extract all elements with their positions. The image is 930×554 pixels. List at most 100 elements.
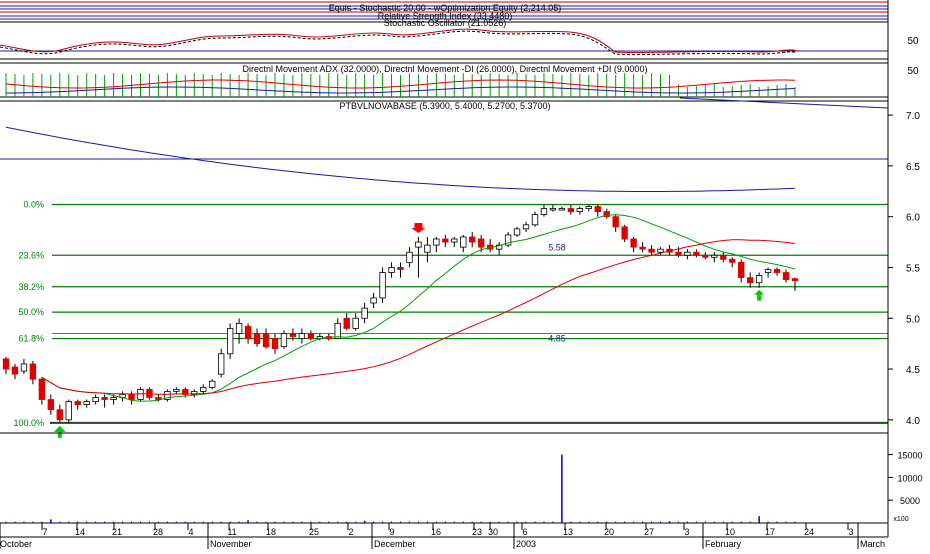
candle-body xyxy=(782,272,790,281)
candle-body xyxy=(442,238,449,243)
annotation-label: 4.85 xyxy=(548,333,566,343)
candle-body xyxy=(173,388,180,392)
x-tick-label: 2003 xyxy=(516,539,536,549)
candle-body xyxy=(2,358,10,370)
x-tick-label: 16 xyxy=(431,527,441,537)
candle-body xyxy=(38,378,46,400)
x-tick-label: 21 xyxy=(112,527,122,537)
candle-body xyxy=(200,386,207,392)
candle-body xyxy=(128,394,135,400)
buy-arrow-icon xyxy=(53,425,66,438)
candle-body xyxy=(56,409,63,421)
candle-body xyxy=(433,238,440,246)
candle-body xyxy=(424,244,431,253)
candle-body xyxy=(191,390,198,395)
candle-body xyxy=(684,251,691,256)
annotation-label: 5.58 xyxy=(548,242,566,252)
candle-body xyxy=(218,353,225,375)
candle-body xyxy=(540,208,548,216)
candle-body xyxy=(101,397,108,400)
price-tick-label: 7.0 xyxy=(906,111,920,122)
stochastic-label-2: Relative Strength Index (33.4480) xyxy=(378,11,513,21)
minus-di-line xyxy=(5,79,796,89)
volume-unit-label: x100 xyxy=(893,516,908,523)
candle-body xyxy=(612,216,619,228)
x-tick-label: October xyxy=(0,539,32,549)
candle-body xyxy=(504,234,512,246)
x-tick-label: March xyxy=(860,539,885,549)
candle-body xyxy=(307,333,315,339)
dmi-label: Directnl Movement ADX (32.0000), Directn… xyxy=(243,64,648,74)
price-tick-label: 5.5 xyxy=(906,263,920,274)
x-tick-label: 9 xyxy=(389,527,394,537)
x-tick-label: 25 xyxy=(309,527,319,537)
x-tick-label: 14 xyxy=(75,527,85,537)
candle-body xyxy=(746,277,754,284)
candle-body xyxy=(406,251,413,263)
candle-body xyxy=(379,272,386,299)
candle-body xyxy=(244,325,252,339)
candle-body xyxy=(549,208,557,211)
price-y-axis: 7.0 6.5 6.0 5.5 5.0 4.5 4.0 xyxy=(888,111,920,427)
moving-average-blue-line xyxy=(5,126,796,192)
x-tick-label: 7 xyxy=(42,527,47,537)
candle-body xyxy=(83,401,90,406)
x-tick-label: 23 xyxy=(472,527,482,537)
price-tick-label: 5.0 xyxy=(906,314,920,325)
x-tick-label: 17 xyxy=(765,527,775,537)
x-tick-label: February xyxy=(705,539,742,549)
candle-body xyxy=(773,269,781,273)
x-tick-label: 6 xyxy=(522,527,527,537)
fib-level-label: 23.6% xyxy=(18,250,44,260)
candle-body xyxy=(522,224,530,230)
candle-body xyxy=(639,246,646,250)
candle-body xyxy=(567,208,575,212)
candle-body xyxy=(280,333,288,348)
candle-body xyxy=(388,267,395,273)
candle-body xyxy=(469,236,476,243)
candle-body xyxy=(271,338,279,350)
candle-body xyxy=(65,401,72,421)
x-axis: October 7 14 21 28 4 November 11 18 25 2 December 9 1… xyxy=(0,523,885,549)
candle-body xyxy=(235,322,243,334)
dmi-panel: Directnl Movement ADX (32.0000), Directn… xyxy=(0,62,919,98)
candle-body xyxy=(11,366,19,375)
candle-body xyxy=(558,208,566,211)
candle-body xyxy=(352,317,359,329)
candle-body xyxy=(29,363,37,380)
fib-level-label: 0.0% xyxy=(23,199,44,209)
candle-body xyxy=(164,390,171,400)
stochastic-label-3: Stochastic Oscillator (21.0526) xyxy=(384,18,507,28)
x-tick-label: 18 xyxy=(266,527,276,537)
candle-body xyxy=(155,397,162,400)
x-tick-label: 2 xyxy=(348,527,353,537)
candle-body xyxy=(209,380,216,388)
candle-body xyxy=(711,254,718,258)
candle-body xyxy=(451,238,458,243)
candle-body xyxy=(415,241,422,248)
x-tick-label: 3 xyxy=(684,527,689,537)
fib-level-label: 61.8% xyxy=(18,334,44,344)
candle-body xyxy=(531,214,539,226)
moving-average-green-line xyxy=(41,214,796,402)
buy-arrow-icon xyxy=(754,289,765,301)
candle-body xyxy=(791,278,799,282)
candle-body xyxy=(603,211,610,218)
candle-body xyxy=(343,317,350,329)
candle-body xyxy=(137,388,144,400)
candle-body xyxy=(675,251,682,256)
candle-body xyxy=(594,206,601,212)
fib-level-label: 100.0% xyxy=(13,418,44,428)
candle-body xyxy=(585,206,592,209)
stochastic-y-tick: 50 xyxy=(907,36,919,47)
candle-body xyxy=(92,397,99,402)
candle-body xyxy=(397,267,404,270)
candle-body xyxy=(226,328,234,355)
price-label: PTBVLNOVABASE (5.3900, 5.4000, 5.2700, 5… xyxy=(340,101,551,111)
candle-body xyxy=(110,397,117,400)
x-tick-label: 20 xyxy=(604,527,614,537)
x-tick-label: 13 xyxy=(563,527,573,537)
volume-tick-label: 15000 xyxy=(897,451,922,461)
dmi-y-tick: 50 xyxy=(907,66,919,77)
